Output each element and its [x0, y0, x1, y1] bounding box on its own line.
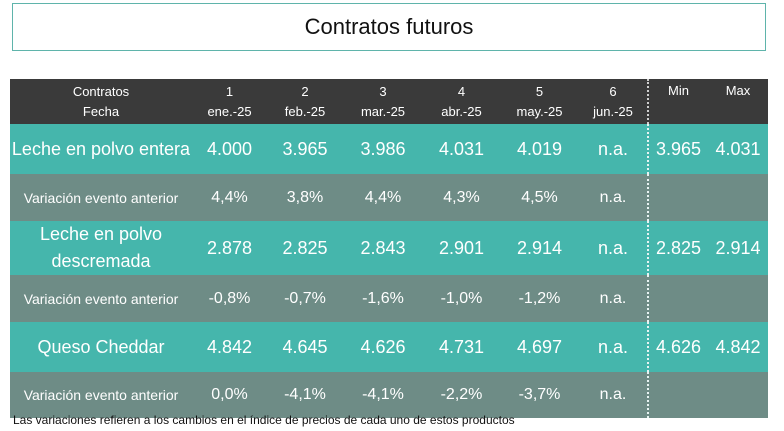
futures-table: Contratos Fecha 1 ene.-25 2 feb.-25 3 mar.-2… [10, 79, 768, 418]
variation-label: Variación evento anterior [10, 372, 192, 418]
table-cell: -0,7% [267, 275, 343, 322]
table-cell: n.a. [579, 275, 649, 322]
header-col-5: 5 may.-25 [500, 79, 579, 124]
header-label: Contratos Fecha [10, 79, 192, 124]
max-cell: 2.914 [708, 221, 768, 275]
table-cell: 2.914 [500, 221, 579, 275]
header-col-3: 3 mar.-25 [343, 79, 423, 124]
table-cell: -4,1% [267, 372, 343, 418]
product-row: Leche en polvo entera 4.000 3.965 3.986 4.03… [10, 124, 768, 174]
table-cell: 4.697 [500, 322, 579, 372]
table-cell: 4.626 [343, 322, 423, 372]
min-cell [648, 275, 708, 322]
variation-label: Variación evento anterior [10, 174, 192, 221]
max-cell [708, 174, 768, 221]
min-cell [648, 174, 708, 221]
table-cell: 4,4% [343, 174, 423, 221]
variation-row: Variación evento anterior 0,0% -4,1% -4,1% -… [10, 372, 768, 418]
table-cell: -0,8% [192, 275, 267, 322]
header-col-4: 4 abr.-25 [423, 79, 500, 124]
header-col-2: 2 feb.-25 [267, 79, 343, 124]
table-cell: 3.965 [267, 124, 343, 174]
variation-label: Variación evento anterior [10, 275, 192, 322]
table-cell: n.a. [579, 322, 649, 372]
table-cell: -4,1% [343, 372, 423, 418]
header-col-1: 1 ene.-25 [192, 79, 267, 124]
table-cell: 2.878 [192, 221, 267, 275]
product-row: Leche en polvo descremada 2.878 2.825 2.843… [10, 221, 768, 275]
table-cell: 0,0% [192, 372, 267, 418]
max-cell: 4.842 [708, 322, 768, 372]
table-cell: -1,2% [500, 275, 579, 322]
table-cell: -1,0% [423, 275, 500, 322]
table-cell: 2.901 [423, 221, 500, 275]
table-cell: 2.843 [343, 221, 423, 275]
table-cell: 4.731 [423, 322, 500, 372]
table-cell: -3,7% [500, 372, 579, 418]
header-col-6: 6 jun.-25 [579, 79, 649, 124]
table-cell: 3.986 [343, 124, 423, 174]
table-cell: 3,8% [267, 174, 343, 221]
table-cell: 4,5% [500, 174, 579, 221]
table-cell: n.a. [579, 174, 649, 221]
table-cell: 2.825 [267, 221, 343, 275]
header-max: Max [708, 79, 768, 124]
table-cell: n.a. [579, 372, 649, 418]
table-cell: -1,6% [343, 275, 423, 322]
table-cell: -2,2% [423, 372, 500, 418]
product-label: Queso Cheddar [10, 322, 192, 372]
max-cell: 4.031 [708, 124, 768, 174]
table-cell: 4.645 [267, 322, 343, 372]
page-title: Contratos futuros [12, 3, 766, 51]
min-cell: 3.965 [648, 124, 708, 174]
table-cell: 4.019 [500, 124, 579, 174]
table-cell: 4.000 [192, 124, 267, 174]
table-cell: 4.031 [423, 124, 500, 174]
variation-row: Variación evento anterior 4,4% 3,8% 4,4% 4,3… [10, 174, 768, 221]
table-cell: 4,3% [423, 174, 500, 221]
product-label: Leche en polvo descremada [10, 221, 192, 275]
min-cell: 2.825 [648, 221, 708, 275]
product-row: Queso Cheddar 4.842 4.645 4.626 4.731 4.697 n.… [10, 322, 768, 372]
table-cell: 4.842 [192, 322, 267, 372]
min-cell: 4.626 [648, 322, 708, 372]
max-cell [708, 372, 768, 418]
footnote: Las variaciones refieren a los cambios e… [13, 413, 515, 427]
product-label: Leche en polvo entera [10, 124, 192, 174]
variation-row: Variación evento anterior -0,8% -0,7% -1,6%… [10, 275, 768, 322]
max-cell [708, 275, 768, 322]
table-cell: n.a. [579, 124, 649, 174]
min-cell [648, 372, 708, 418]
table-cell: 4,4% [192, 174, 267, 221]
header-row: Contratos Fecha 1 ene.-25 2 feb.-25 3 mar.-2… [10, 79, 768, 124]
header-min: Min [648, 79, 708, 124]
table-cell: n.a. [579, 221, 649, 275]
